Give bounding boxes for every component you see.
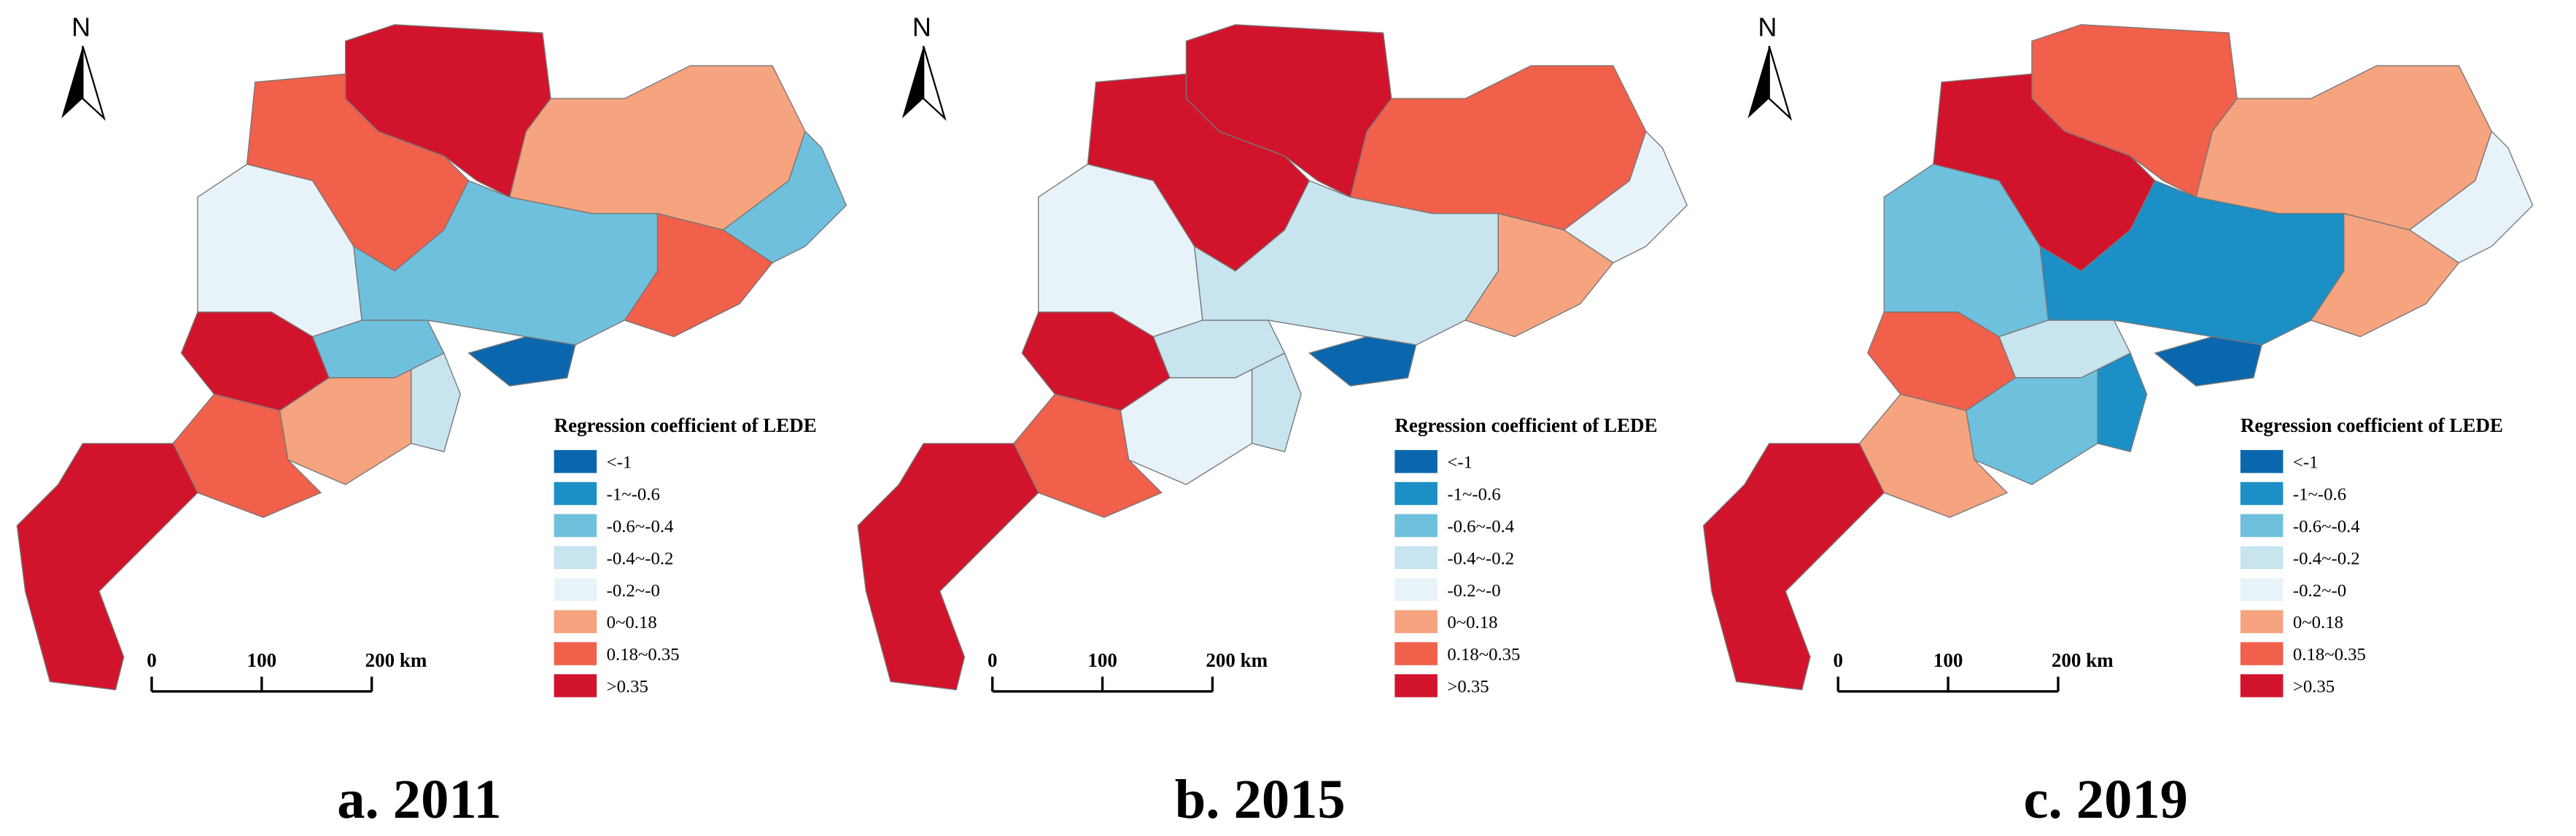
legend-label: <-1 bbox=[2293, 453, 2319, 473]
legend-label: -0.6~-0.4 bbox=[2293, 516, 2360, 536]
legend-label: -1~-0.6 bbox=[2293, 485, 2346, 505]
legend-swatch bbox=[2240, 642, 2284, 665]
map-panel: N Regression coefficient of LEDE <-1 -1~-0.… bbox=[857, 12, 1688, 830]
legend-label: -1~-0.6 bbox=[607, 485, 660, 505]
panel-caption: c. 2019 bbox=[2024, 768, 2188, 830]
legend-swatch bbox=[1394, 674, 1438, 697]
legend-swatch bbox=[2240, 449, 2284, 473]
north-arrow-right bbox=[82, 45, 106, 121]
legend-swatch bbox=[2240, 610, 2284, 633]
legend-swatch bbox=[1394, 610, 1438, 633]
legend-swatch bbox=[2240, 578, 2284, 602]
scale-label: 0 bbox=[1833, 649, 1843, 671]
legend-label: -0.4~-0.2 bbox=[1447, 549, 1514, 568]
scale-label: 200 km bbox=[1206, 649, 1268, 671]
region bbox=[1966, 368, 2098, 485]
legend-label: <-1 bbox=[1447, 453, 1473, 473]
legend-swatch bbox=[554, 578, 597, 602]
legend-label: >0.35 bbox=[607, 677, 648, 697]
north-label: N bbox=[1758, 12, 1777, 42]
legend-swatch bbox=[554, 449, 597, 473]
legend-label: -0.6~-0.4 bbox=[1447, 516, 1514, 536]
legend-label: <-1 bbox=[607, 453, 632, 473]
north-label: N bbox=[912, 12, 931, 42]
legend-swatch bbox=[1394, 642, 1438, 665]
scale-label: 100 bbox=[247, 649, 277, 671]
legend-label: -0.2~-0 bbox=[2293, 581, 2346, 600]
legend-swatch bbox=[554, 481, 597, 506]
legend-label: 0.18~0.35 bbox=[607, 645, 680, 665]
panel-caption: b. 2015 bbox=[1175, 768, 1346, 830]
legend-label: 0~0.18 bbox=[607, 613, 657, 632]
region bbox=[2154, 336, 2262, 387]
legend-label: -0.4~-0.2 bbox=[607, 549, 674, 568]
legend-swatch bbox=[554, 546, 597, 570]
legend-label: >0.35 bbox=[2293, 677, 2335, 697]
legend-swatch bbox=[2240, 514, 2284, 538]
scale-label: 0 bbox=[147, 649, 157, 671]
legend-label: -0.4~-0.2 bbox=[2293, 549, 2360, 568]
legend-label: 0.18~0.35 bbox=[1447, 645, 1520, 665]
north-label: N bbox=[71, 12, 90, 42]
legend-swatch bbox=[554, 642, 597, 665]
region bbox=[1702, 443, 1885, 691]
legend-swatch bbox=[2240, 674, 2284, 697]
region bbox=[468, 336, 576, 387]
legend-label: -1~-0.6 bbox=[1447, 485, 1500, 505]
legend-swatch bbox=[1394, 449, 1438, 473]
legend-swatch bbox=[2240, 481, 2284, 506]
region bbox=[279, 368, 412, 485]
legend-swatch bbox=[1394, 578, 1438, 602]
scale-label: 200 km bbox=[2052, 649, 2114, 671]
scale-label: 0 bbox=[988, 649, 998, 671]
map-panel: N Regression coefficient of LEDE <-1 -1~-0.… bbox=[16, 12, 847, 830]
legend-label: 0~0.18 bbox=[2293, 613, 2343, 632]
north-arrow-left bbox=[61, 46, 83, 119]
region bbox=[1251, 352, 1302, 452]
north-arrow-left bbox=[901, 46, 924, 119]
region bbox=[411, 352, 461, 452]
north-arrow-right bbox=[923, 45, 947, 121]
region bbox=[16, 443, 198, 691]
region bbox=[2097, 352, 2148, 452]
map-panel: N Regression coefficient of LEDE <-1 -1~-0.… bbox=[1702, 12, 2534, 830]
scale-label: 100 bbox=[1087, 649, 1117, 671]
north-arrow-right bbox=[1768, 45, 1793, 121]
legend-swatch bbox=[554, 514, 597, 538]
legend-label: -0.2~-0 bbox=[607, 581, 660, 600]
legend-label: -0.6~-0.4 bbox=[607, 516, 674, 536]
region bbox=[1308, 336, 1417, 387]
legend-swatch bbox=[554, 610, 597, 633]
region bbox=[857, 443, 1039, 691]
legend-swatch bbox=[554, 674, 597, 697]
scale-label: 100 bbox=[1933, 649, 1963, 671]
legend-title: Regression coefficient of LEDE bbox=[554, 414, 817, 436]
legend-label: -0.2~-0 bbox=[1447, 581, 1500, 600]
legend-label: >0.35 bbox=[1447, 677, 1489, 697]
region bbox=[1120, 368, 1253, 485]
legend-title: Regression coefficient of LEDE bbox=[2241, 414, 2503, 436]
north-arrow-left bbox=[1747, 46, 1769, 119]
legend-swatch bbox=[1394, 546, 1438, 570]
legend-label: 0~0.18 bbox=[1447, 613, 1497, 632]
legend-swatch bbox=[1394, 514, 1438, 538]
legend-swatch bbox=[1394, 481, 1438, 506]
panel-caption: a. 2011 bbox=[337, 768, 501, 830]
legend-swatch bbox=[2240, 546, 2284, 570]
legend-title: Regression coefficient of LEDE bbox=[1394, 414, 1657, 436]
legend-label: 0.18~0.35 bbox=[2293, 645, 2366, 665]
scale-label: 200 km bbox=[365, 649, 427, 671]
